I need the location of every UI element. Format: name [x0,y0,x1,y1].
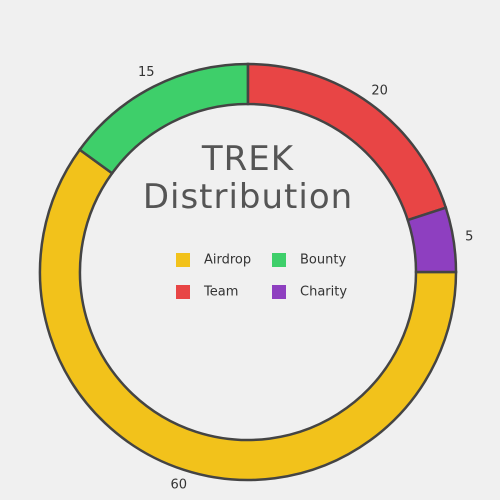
legend-swatch [272,253,286,267]
legend-swatch [176,285,190,299]
legend-label: Airdrop [204,253,251,268]
value-label: 20 [371,83,388,98]
value-label: 60 [171,478,188,493]
legend-label: Bounty [300,253,346,268]
value-label: 5 [465,229,473,244]
legend-swatch [176,253,190,267]
donut-segment [406,206,458,274]
donut-segment [38,147,458,482]
chart-title: TREK Distribution [142,139,354,217]
legend-label: Team [203,285,238,300]
value-label: 15 [138,65,155,80]
legend-swatch [272,285,286,299]
legend-label: Charity [300,285,347,300]
